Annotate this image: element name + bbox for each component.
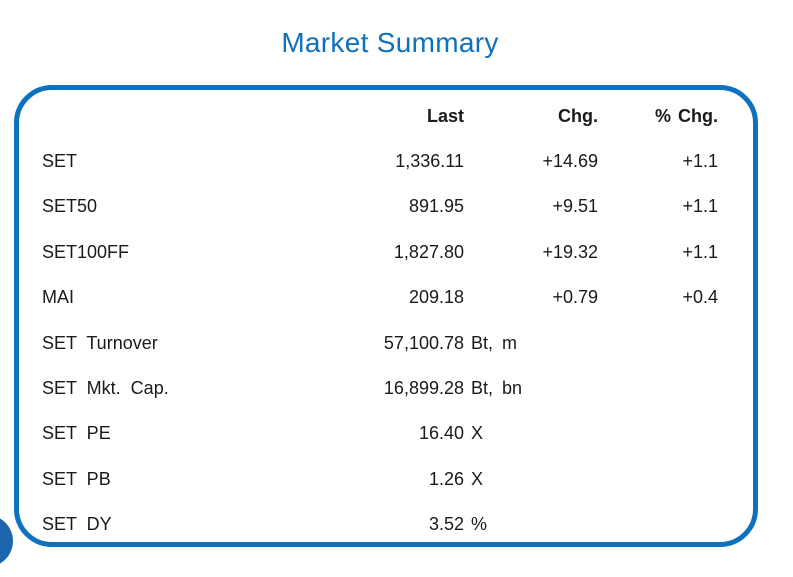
last-value: 1,336.11 — [395, 151, 464, 172]
pct-chg-value: +1.1 — [682, 241, 718, 262]
last-value: 1.26 — [428, 468, 464, 489]
page-title: Market Summary — [281, 27, 499, 58]
last-value: 891.95 — [408, 196, 464, 217]
row-label: SET Turnover — [42, 332, 158, 353]
chg-value: +9.51 — [552, 196, 598, 217]
row-label: SET100FF — [42, 241, 130, 262]
header-last: Last — [426, 105, 464, 126]
last-value: 16.40 — [418, 423, 464, 444]
pct-chg-value: +1.1 — [682, 196, 718, 217]
last-value: 16,899.28 — [383, 378, 464, 399]
last-value: 1,827.80 — [393, 241, 464, 262]
unit-label: X — [471, 468, 484, 489]
last-value: 3.52 — [428, 514, 464, 535]
market-summary-table: Last Chg. % Chg. SET 1,336.11 +14.69 +1.… — [42, 93, 718, 547]
chg-value: +14.69 — [542, 151, 598, 172]
row-label: MAI — [42, 287, 75, 308]
unit-label: Bt, bn — [471, 378, 523, 399]
row-label: SET PE — [42, 423, 111, 444]
page-edge-circle-decoration — [0, 515, 13, 567]
pct-chg-value: +0.4 — [682, 287, 718, 308]
chg-value: +19.32 — [542, 241, 598, 262]
row-label: SET50 — [42, 196, 98, 217]
market-summary-panel — [14, 85, 758, 547]
row-label: SET PB — [42, 468, 111, 489]
unit-label: X — [471, 423, 484, 444]
header-pct-chg: % Chg. — [655, 105, 718, 126]
unit-label: Bt, m — [471, 332, 518, 353]
header-chg: Chg. — [558, 105, 598, 126]
chg-value: +0.79 — [552, 287, 598, 308]
row-label: SET — [42, 151, 78, 172]
last-value: 209.18 — [408, 287, 464, 308]
pct-chg-value: +1.1 — [682, 151, 718, 172]
last-value: 57,100.78 — [383, 332, 464, 353]
row-label: SET DY — [42, 514, 112, 535]
row-label: SET Mkt. Cap. — [42, 378, 169, 399]
unit-label: % — [471, 514, 488, 535]
